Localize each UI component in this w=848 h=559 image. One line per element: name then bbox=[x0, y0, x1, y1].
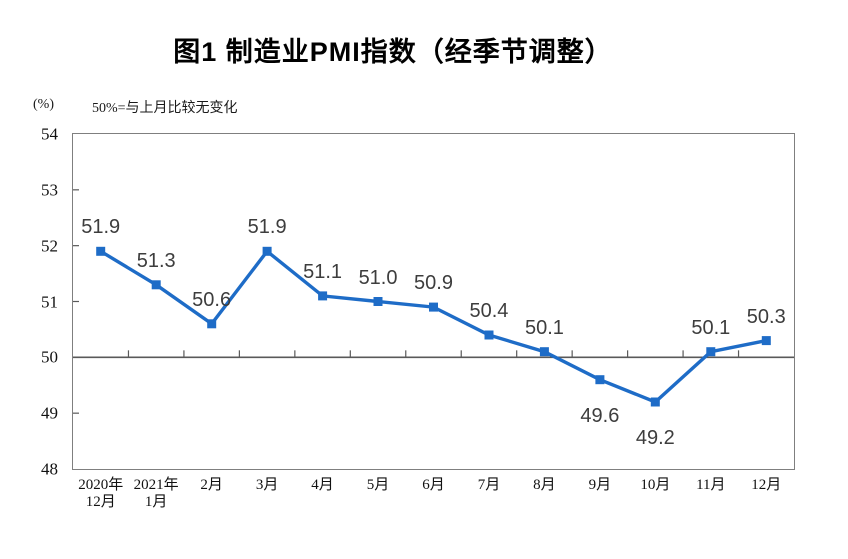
data-point-marker bbox=[429, 302, 438, 312]
y-axis-tick-label: 50 bbox=[41, 347, 58, 367]
data-point-marker bbox=[96, 246, 106, 256]
data-point-marker bbox=[706, 347, 716, 357]
x-axis-tick-label: 8月 bbox=[533, 477, 556, 493]
data-point-marker bbox=[373, 297, 383, 306]
data-label: 50.1 bbox=[524, 316, 564, 339]
data-label: 50.1 bbox=[691, 316, 731, 339]
x-axis-tick-label: 9月 bbox=[588, 477, 612, 493]
data-label: 50.9 bbox=[414, 272, 453, 295]
y-axis-unit-label: (%) bbox=[33, 97, 54, 112]
x-axis-tick-label: 2021年 1月 bbox=[133, 477, 179, 510]
data-point-marker bbox=[151, 280, 161, 290]
x-axis-tick-label: 5月 bbox=[366, 477, 390, 493]
x-axis-tick-label: 2020年 12月 bbox=[78, 477, 124, 510]
x-axis-tick-label: 10月 bbox=[640, 477, 671, 493]
data-label: 50.3 bbox=[746, 305, 786, 328]
data-point-marker bbox=[207, 319, 217, 329]
x-axis-tick-label: 12月 bbox=[751, 477, 782, 493]
data-label: 51.3 bbox=[136, 249, 176, 272]
reference-line-note: 50%=与上月比较无变化 bbox=[92, 101, 238, 116]
pmi-line-chart-svg bbox=[73, 189, 794, 414]
data-point-marker bbox=[650, 397, 660, 407]
x-axis-tick-label: 3月 bbox=[255, 477, 279, 493]
x-axis-tick-label: 11月 bbox=[696, 477, 726, 493]
data-point-marker bbox=[539, 347, 549, 357]
data-label: 51.9 bbox=[81, 216, 121, 239]
y-axis-tick-label: 48 bbox=[41, 459, 58, 479]
plot-area bbox=[72, 133, 795, 470]
y-axis-tick-label: 51 bbox=[41, 292, 58, 311]
data-label: 49.6 bbox=[580, 404, 620, 427]
chart-title: 图1 制造业PMI指数（经季节调整） bbox=[173, 37, 613, 67]
y-axis-tick-label: 52 bbox=[41, 236, 58, 256]
y-axis-tick-label: 53 bbox=[41, 180, 58, 200]
x-axis-tick-label: 2月 bbox=[200, 477, 223, 493]
data-label: 49.2 bbox=[635, 427, 675, 449]
data-point-marker bbox=[318, 291, 328, 301]
data-label: 50.4 bbox=[469, 300, 509, 322]
data-point-marker bbox=[484, 330, 494, 340]
x-axis-tick-label: 6月 bbox=[422, 477, 445, 493]
y-axis-tick-label: 49 bbox=[41, 403, 58, 423]
data-label: 50.6 bbox=[192, 288, 232, 311]
data-point-marker bbox=[595, 375, 605, 385]
x-axis-tick-label: 4月 bbox=[311, 477, 334, 493]
data-point-marker bbox=[262, 246, 272, 256]
x-axis-tick-label: 7月 bbox=[477, 477, 501, 493]
data-point-marker bbox=[761, 336, 771, 346]
y-axis-tick-label: 54 bbox=[41, 124, 58, 144]
data-label: 51.1 bbox=[303, 260, 343, 283]
data-label: 51.0 bbox=[358, 266, 398, 289]
data-label: 51.9 bbox=[247, 216, 287, 239]
